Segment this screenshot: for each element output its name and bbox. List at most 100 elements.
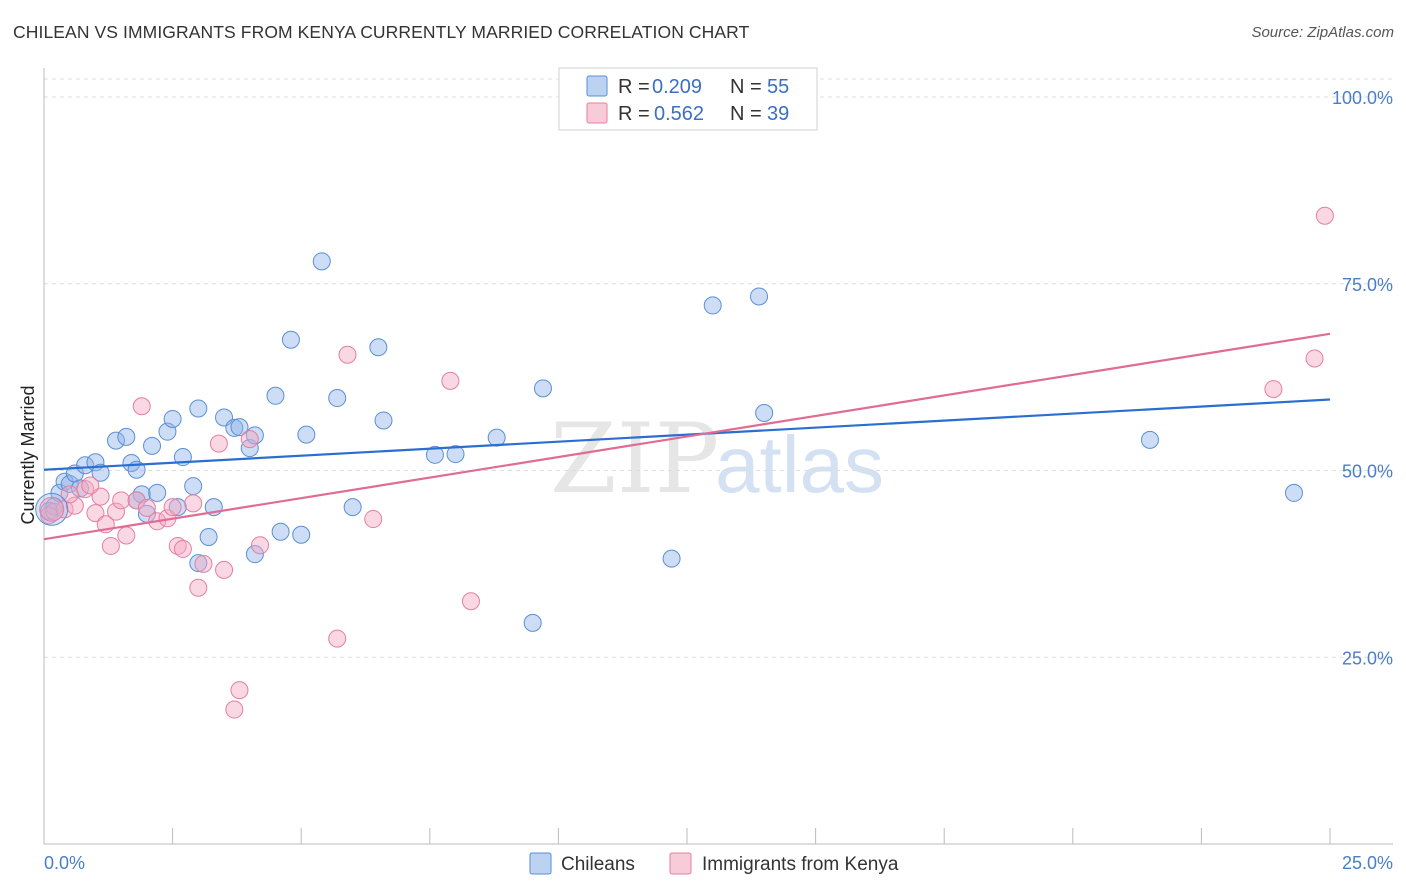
point-kenya bbox=[112, 491, 131, 510]
point-chileans bbox=[132, 485, 151, 504]
source-label: Source: ZipAtlas.com bbox=[1251, 24, 1394, 41]
point-kenya bbox=[215, 560, 234, 579]
chart-title: CHILEAN VS IMMIGRANTS FROM KENYA CURRENT… bbox=[13, 22, 750, 42]
series-legend-swatch-kenya bbox=[669, 852, 692, 875]
y-tick-label: 50.0% bbox=[1342, 462, 1393, 482]
point-chileans bbox=[107, 431, 126, 450]
point-kenya bbox=[137, 498, 156, 517]
point-chileans bbox=[117, 427, 136, 446]
point-kenya bbox=[91, 487, 110, 506]
legend-swatch-chileans bbox=[586, 75, 608, 97]
watermark-atlas: atlas bbox=[715, 420, 884, 509]
point-chileans bbox=[184, 477, 203, 496]
data-points bbox=[35, 206, 1334, 719]
point-kenya bbox=[441, 371, 460, 390]
point-kenya bbox=[1264, 380, 1283, 399]
point-chileans bbox=[662, 549, 681, 568]
legend-n-value-chileans: 55 bbox=[767, 76, 789, 98]
point-chileans bbox=[189, 554, 208, 573]
point-chileans bbox=[1284, 483, 1303, 502]
point-chileans bbox=[755, 403, 774, 422]
legend-n-value-kenya: 39 bbox=[767, 103, 789, 125]
legend-r-label: R = bbox=[618, 76, 650, 98]
point-chileans bbox=[76, 456, 95, 475]
point-chileans bbox=[71, 479, 90, 498]
point-chileans bbox=[230, 418, 249, 437]
point-chileans bbox=[703, 296, 722, 315]
point-chileans bbox=[328, 389, 347, 408]
point-kenya bbox=[81, 476, 100, 495]
point-chileans bbox=[225, 418, 244, 437]
point-kenya bbox=[168, 536, 187, 555]
legend-swatch-kenya bbox=[586, 102, 608, 124]
y-axis-label: Currently Married bbox=[18, 385, 38, 524]
legend-r-value-kenya: 0.562 bbox=[654, 103, 704, 125]
point-kenya bbox=[194, 554, 213, 573]
point-kenya bbox=[86, 504, 105, 523]
trend-lines bbox=[43, 332, 1331, 541]
legend-r-value-chileans: 0.209 bbox=[652, 76, 702, 98]
y-tick-labels: 100.0% 75.0% 50.0% 25.0% bbox=[1332, 88, 1393, 668]
point-kenya bbox=[173, 539, 192, 558]
point-kenya bbox=[240, 430, 259, 449]
point-chileans bbox=[148, 483, 167, 502]
point-kenya bbox=[209, 434, 228, 453]
point-kenya bbox=[163, 498, 182, 517]
point-kenya bbox=[251, 536, 270, 555]
point-chileans bbox=[281, 330, 300, 349]
point-chileans bbox=[425, 445, 444, 464]
point-kenya bbox=[1305, 349, 1324, 368]
trend-line-kenya bbox=[43, 332, 1331, 541]
series-legend-swatch-chileans bbox=[529, 852, 552, 875]
y-tick-label: 100.0% bbox=[1332, 88, 1393, 108]
point-chileans bbox=[374, 411, 393, 430]
point-kenya bbox=[364, 510, 383, 529]
stats-legend: R = 0.209 N = 55 R = 0.562 N = 39 bbox=[558, 67, 818, 131]
point-chileans bbox=[446, 445, 465, 464]
point-kenya bbox=[230, 681, 249, 700]
point-kenya bbox=[338, 345, 357, 364]
series-legend-label-kenya: Immigrants from Kenya bbox=[702, 854, 899, 875]
watermark-zip: ZIP bbox=[550, 403, 719, 515]
point-chileans bbox=[343, 498, 362, 517]
y-tick-label: 25.0% bbox=[1342, 648, 1393, 668]
point-chileans bbox=[1140, 430, 1159, 449]
point-chileans bbox=[143, 436, 162, 455]
point-chileans bbox=[163, 409, 182, 428]
point-chileans bbox=[168, 498, 187, 517]
point-chileans-large bbox=[35, 492, 69, 526]
legend-n-label: N = bbox=[730, 103, 762, 125]
point-chileans bbox=[292, 525, 311, 544]
point-chileans bbox=[533, 379, 552, 398]
legend-r-label: R = bbox=[618, 103, 650, 125]
point-kenya bbox=[65, 496, 84, 515]
point-chileans bbox=[487, 428, 506, 447]
point-kenya bbox=[189, 578, 208, 597]
point-chileans bbox=[271, 522, 290, 541]
point-kenya bbox=[117, 526, 136, 545]
point-kenya bbox=[60, 485, 79, 504]
point-kenya bbox=[132, 397, 151, 416]
y-tick-label: 75.0% bbox=[1342, 275, 1393, 295]
gridlines bbox=[44, 78, 1393, 658]
point-chileans bbox=[312, 252, 331, 271]
point-kenya bbox=[127, 491, 146, 510]
legend-n-label: N = bbox=[730, 76, 762, 98]
x-tick-label-right: 25.0% bbox=[1342, 853, 1393, 873]
x-tick-label-left: 0.0% bbox=[44, 853, 85, 873]
point-kenya bbox=[461, 592, 480, 611]
point-kenya bbox=[101, 536, 120, 555]
series-legend: Chileans Immigrants from Kenya bbox=[529, 852, 899, 875]
point-chileans bbox=[189, 399, 208, 418]
point-chileans bbox=[245, 545, 264, 564]
point-chileans bbox=[266, 386, 285, 405]
point-chileans bbox=[91, 463, 110, 482]
point-kenya bbox=[225, 700, 244, 719]
series-legend-label-chileans: Chileans bbox=[561, 854, 635, 875]
point-chileans bbox=[297, 425, 316, 444]
point-kenya bbox=[184, 494, 203, 513]
point-kenya-large bbox=[39, 496, 65, 522]
point-kenya bbox=[107, 502, 126, 521]
point-chileans bbox=[199, 527, 218, 546]
